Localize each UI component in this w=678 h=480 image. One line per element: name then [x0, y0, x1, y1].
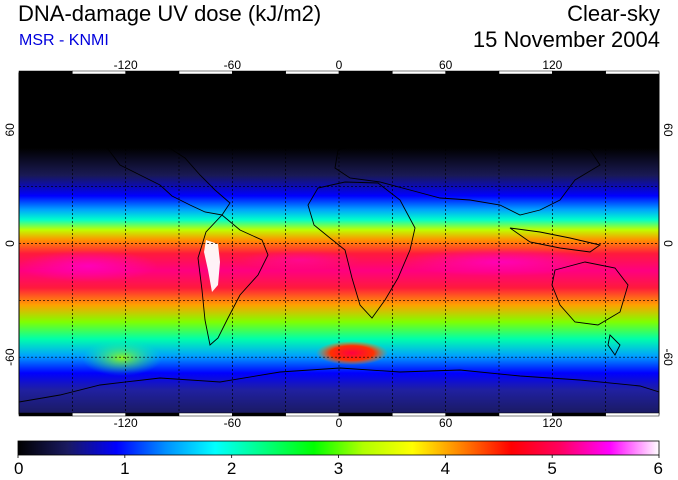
map-tick-labels: -120 -120 -60 -60 0 0 60 60 120 120 60 60 0 0 -60 -60 — [3, 58, 675, 430]
colorbar-label-1: 1 — [120, 459, 129, 478]
south-america-coast — [197, 214, 269, 346]
colorbar-label-0: 0 — [14, 459, 23, 478]
lon-tick-bottom: -60 — [224, 416, 242, 430]
lat-tick-left: 60 — [3, 123, 17, 137]
lat-tick-right: 0 — [661, 240, 675, 247]
lat-tick-left: -60 — [3, 348, 17, 366]
lon-tick-bottom: 120 — [542, 416, 562, 430]
frame-bar-top — [498, 70, 553, 75]
colorbar: 0 1 2 3 4 5 6 — [14, 440, 663, 478]
colorbar-label-4: 4 — [441, 459, 450, 478]
frame-bar-bottom — [125, 412, 180, 417]
frame-bar-bottom — [338, 412, 393, 417]
map-frame-bars — [18, 70, 660, 417]
lat-tick-right: 60 — [661, 123, 675, 137]
frame-bar-top — [605, 70, 660, 75]
frame-bar-top — [552, 70, 606, 75]
lon-tick-top: 0 — [336, 58, 343, 72]
frame-bar-bottom — [605, 412, 660, 417]
lat-tick-right: -60 — [661, 348, 675, 366]
frame-bar-top — [178, 70, 233, 75]
lon-tick-bottom: -120 — [114, 416, 138, 430]
frame-bar-top — [392, 70, 446, 75]
frame-bar-top — [125, 70, 180, 75]
frame-bar-bottom — [18, 412, 73, 417]
greenland-coast — [249, 79, 331, 119]
maritime-continent-coast — [509, 227, 602, 253]
map-title: DNA-damage UV dose (kJ/m2) — [18, 1, 322, 26]
frame-bar-top — [445, 70, 500, 75]
frame-bar-bottom — [72, 412, 126, 417]
andes-highlight — [204, 240, 220, 292]
lon-tick-top: 60 — [439, 58, 453, 72]
frame-bar-bottom — [392, 412, 446, 417]
lon-tick-top: -60 — [224, 58, 242, 72]
colorbar-gradient — [17, 440, 660, 456]
frame-bar-bottom — [498, 412, 553, 417]
colorbar-label-5: 5 — [547, 459, 556, 478]
frame-bar-top — [338, 70, 393, 75]
sky-condition-label: Clear-sky — [567, 1, 660, 26]
colorbar-label-2: 2 — [227, 459, 236, 478]
lon-tick-bottom: 0 — [336, 416, 343, 430]
frame-bar-top — [285, 70, 340, 75]
colorbar-label-3: 3 — [334, 459, 343, 478]
frame-bar-top — [232, 70, 286, 75]
colorbar-labels: 0 1 2 3 4 5 6 — [14, 455, 663, 478]
gridlines — [19, 73, 659, 414]
frame-bar-bottom — [552, 412, 606, 417]
uv-dose-field — [19, 73, 659, 414]
frame-bar-bottom — [285, 412, 340, 417]
colorbar-label-6: 6 — [654, 459, 663, 478]
coastlines — [19, 79, 659, 403]
lon-tick-top: -120 — [114, 58, 138, 72]
lat-tick-left: 0 — [3, 240, 17, 247]
lon-tick-bottom: 60 — [439, 416, 453, 430]
new-zealand-coast — [607, 334, 621, 356]
australia-coast — [551, 261, 629, 326]
lon-tick-top: 120 — [542, 58, 562, 72]
frame-bar-bottom — [178, 412, 233, 417]
frame-bar-bottom — [445, 412, 500, 417]
frame-bar-top — [72, 70, 126, 75]
date-label: 15 November 2004 — [472, 27, 660, 52]
source-label: MSR - KNMI — [19, 32, 109, 49]
frame-bar-top — [18, 70, 73, 75]
eurasia-coast — [334, 131, 601, 216]
africa-coast — [307, 181, 416, 319]
frame-bar-bottom — [232, 412, 286, 417]
antarctica-coast — [19, 367, 659, 403]
